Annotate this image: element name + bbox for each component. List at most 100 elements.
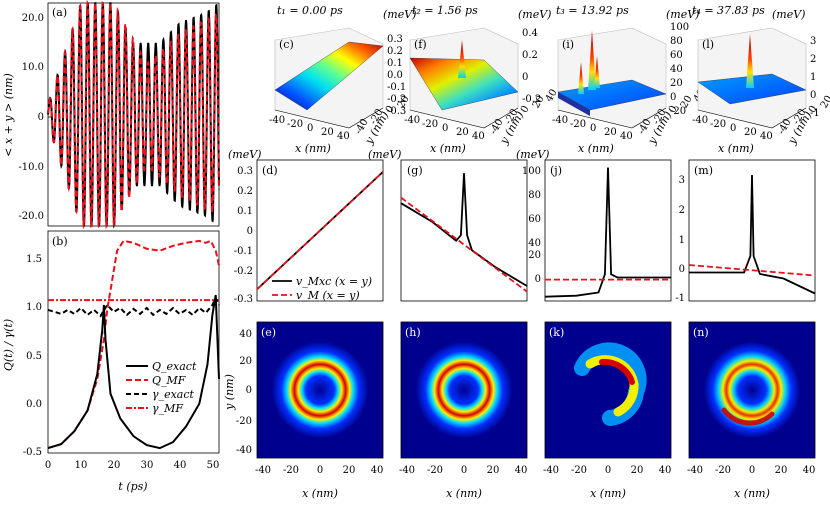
density-xtick: -40	[543, 465, 559, 476]
density-xtick: 0	[317, 465, 323, 476]
surface-xtick: -40	[552, 115, 568, 126]
surface-xtick: -40	[404, 115, 420, 126]
density-xlabel: x (nm)	[734, 487, 770, 500]
surface-ztick: 0.3	[387, 34, 403, 45]
surface-time: t₃ = 13.92 ps	[556, 4, 629, 17]
density-ylabel: y (nm)	[223, 374, 236, 411]
surface-step	[558, 92, 590, 116]
panel-b-xticks: 0 10 20 30 40 50	[45, 460, 220, 471]
panel-b-ytick: -0.5	[23, 447, 42, 458]
panel-b-ylabel: Q(t) / γ(t)	[2, 319, 15, 371]
legend-q-exact-text: Q_exact	[152, 360, 197, 373]
panel-b-xtick: 40	[174, 460, 187, 471]
cut-vm-line	[400, 196, 528, 293]
density-xtick: 40	[659, 465, 672, 476]
surface-time: t₄ = 37.83 ps	[692, 4, 765, 17]
surface-ztick: -1	[810, 108, 820, 119]
surface-xtick: -40	[269, 115, 285, 126]
panel-b-q-mf-line	[47, 239, 220, 450]
cut-ytick: 3	[679, 175, 685, 186]
density-xlabel: x (nm)	[302, 487, 338, 500]
panel-a-ytick: -20.0	[18, 211, 44, 222]
panel-b-legend: Q_exact Q_MF γ_exact γ_MF	[126, 360, 197, 415]
legend-q-mf-text: Q_MF	[152, 374, 186, 387]
surface-ytick: 20	[819, 94, 830, 111]
density-xtick: 20	[343, 465, 356, 476]
density-ytick: 0	[246, 385, 252, 396]
surface-ztick: -0.2	[522, 94, 541, 105]
density-xtick: 20	[775, 465, 788, 476]
density-label: (k)	[549, 326, 564, 339]
density-xtick: -40	[255, 465, 271, 476]
density-xlabel: x (nm)	[446, 487, 482, 500]
surface-ytick: 0	[807, 104, 820, 115]
density-xtick: 0	[461, 465, 467, 476]
panel-b-gamma-exact-line	[47, 295, 220, 318]
cut-unit: (meV)	[228, 148, 261, 161]
density-ring	[263, 333, 377, 447]
panel-b-xtick: 20	[108, 460, 121, 471]
cut-panel-m: (m) 3 2 1 0 -1	[675, 159, 816, 304]
surface-time: t₁ = 0.00 ps	[277, 4, 343, 17]
cut-yticks: 3 2 1 0 -1	[675, 175, 685, 304]
cut-vmxc-line	[400, 173, 528, 287]
surface-xtick: 20	[744, 127, 757, 138]
surface-ztick: -20	[670, 106, 686, 117]
surface-xtick: 40	[620, 131, 633, 142]
cut-frame	[688, 159, 816, 302]
surface-peak	[458, 40, 466, 78]
surface-ztick: -0.2	[387, 94, 406, 105]
surface-xtick: 40	[472, 131, 485, 142]
surface-zticks: 0.3 0.2 0.1 0.0 -0.1 -0.2 -0.3	[387, 34, 406, 117]
legend-gamma-exact-text: γ_exact	[152, 388, 195, 401]
cut-frame	[400, 159, 528, 302]
surface-zticks: 0.4 0.2 0 -0.2	[522, 28, 541, 105]
cut-ytick: 1	[679, 235, 685, 246]
cut-ytick: -0.3	[234, 294, 253, 305]
cut-panel-g: (g) (meV)	[368, 148, 528, 302]
density-xtick: 40	[371, 465, 384, 476]
cut-ytick: 0	[247, 226, 253, 237]
surface-xtick: -40	[692, 115, 708, 126]
density-frame	[688, 321, 816, 459]
density-xticks: -40 -20 0 20 40	[687, 465, 815, 476]
density-xticks: -40 -20 0 20 40	[543, 465, 671, 476]
density-xtick: -20	[715, 465, 731, 476]
surface-panel-l: t₄ = 37.83 ps (meV) (l) 3 2 1 0 -1 -40 -…	[692, 4, 830, 155]
surface-xtick: 0	[590, 123, 596, 134]
density-xtick: -20	[283, 465, 299, 476]
panel-b-q-exact-line	[47, 294, 220, 450]
surface-xtick: 20	[456, 127, 469, 138]
density-xtick: -40	[687, 465, 703, 476]
surface-ztick: -0.3	[387, 106, 406, 117]
legend-gamma-mf-text: γ_MF	[152, 402, 183, 415]
surface-panel-i: t₃ = 13.92 ps (meV) (i) 100 80 60 40 20 …	[552, 4, 708, 155]
panel-a-yticks: 20.0 10.0 0 -10.0 -20.0	[18, 13, 44, 222]
cut-yticks: 0.3 0.2 0.1 0 -0.1 -0.2 -0.3	[234, 166, 253, 305]
surface-xtick: 40	[337, 131, 350, 142]
cut-legend: v_Mxc (x = y) v_M (x = y)	[272, 275, 372, 302]
surface-ztick: 40	[670, 64, 683, 75]
surface-plane	[409, 57, 519, 111]
density-yticks: 40 20 0 -20 -40	[236, 329, 252, 456]
surface-label: (l)	[702, 38, 714, 51]
surface-xticks: -40 -20 0 20 40	[404, 115, 485, 142]
density-panel-e: (e) 40 20 0 -20 -40 y (nm) -40 -20 0 20 …	[223, 321, 384, 500]
panel-a-ytick: 0	[38, 112, 44, 123]
cut-frame	[256, 159, 384, 302]
density-ytick: -20	[236, 416, 252, 427]
panel-a-ytick: -10.0	[18, 162, 44, 173]
density-xticks: -40 -20 0 20 40	[399, 465, 527, 476]
surface-peak	[746, 34, 754, 88]
surface-ztick: 0.1	[387, 58, 403, 69]
density-xtick: 0	[605, 465, 611, 476]
cut-label: (d)	[262, 164, 278, 177]
cut-ytick: 100	[522, 166, 541, 177]
density-xtick: 40	[515, 465, 528, 476]
cut-ytick: 0	[679, 264, 685, 275]
density-frame	[256, 321, 384, 459]
density-ytick: 20	[239, 356, 252, 367]
density-ring	[696, 334, 808, 446]
cut-panel-d: (d) (meV) 0.3 0.2 0.1 0 -0.1 -0.2 -0.3 v…	[228, 148, 384, 305]
